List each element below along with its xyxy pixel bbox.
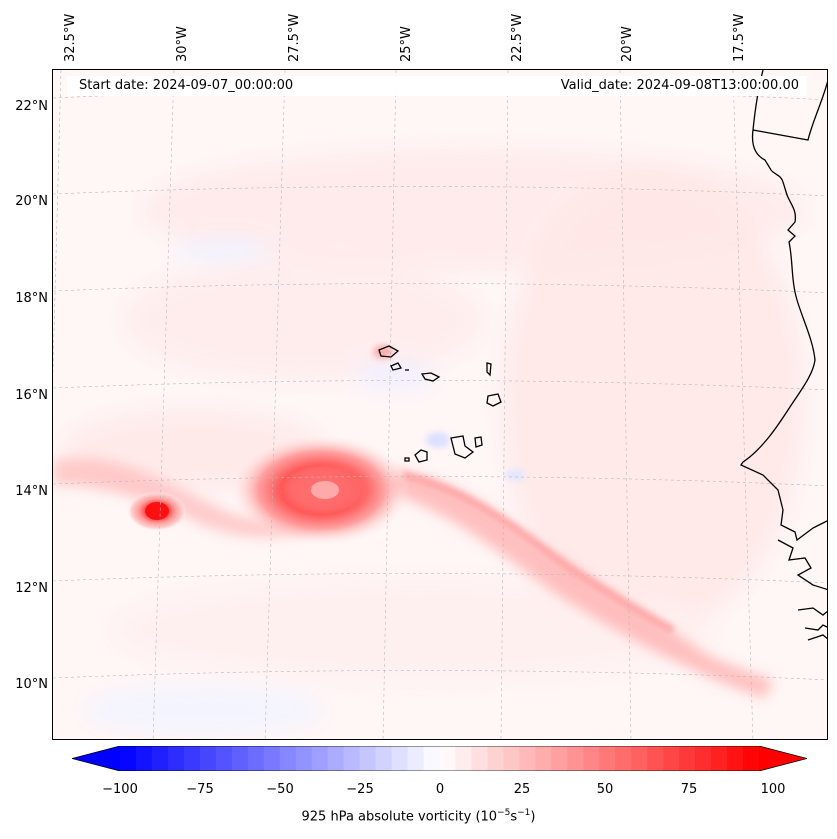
- colorbar-cells: [120, 746, 760, 771]
- cbar-tick-neg25: −25: [346, 782, 374, 797]
- colorbar-cell: [215, 746, 233, 771]
- lon-tick-27-5w: 27.5°W: [287, 13, 302, 62]
- cbar-tick-neg50: −50: [266, 782, 294, 797]
- lon-tick-30w: 30°W: [175, 26, 190, 62]
- lat-tick-10n: 10°N: [15, 677, 48, 692]
- colorbar-cell: [423, 746, 441, 771]
- colorbar-cell: [615, 746, 632, 771]
- colorbar-cell: [711, 746, 728, 771]
- colorbar-cell: [231, 746, 249, 771]
- colorbar-cell: [695, 746, 712, 771]
- colorbar-cell: [327, 746, 345, 771]
- cbar-tick-0: 0: [435, 782, 445, 797]
- colorbar-cell: [247, 746, 265, 771]
- colorbar: [72, 746, 807, 771]
- colorbar-cell: [727, 746, 744, 771]
- cbar-tick-neg100: −100: [102, 782, 138, 797]
- colorbar-cell: [391, 746, 409, 771]
- colorbar-cell: [279, 746, 297, 771]
- colorbar-cell: [263, 746, 281, 771]
- colorbar-cell: [311, 746, 329, 771]
- cbar-tick-25: 25: [513, 782, 531, 797]
- colorbar-cell: [599, 746, 616, 771]
- colorbar-cell: [567, 746, 584, 771]
- lat-tick-12n: 12°N: [15, 581, 48, 596]
- map-canvas: [53, 70, 827, 739]
- cbar-tick-50: 50: [596, 782, 614, 797]
- lon-tick-17-5w: 17.5°W: [732, 13, 747, 62]
- colorbar-cell: [359, 746, 377, 771]
- colorbar-cell: [663, 746, 680, 771]
- colorbar-cell: [551, 746, 568, 771]
- colorbar-cell: [183, 746, 201, 771]
- cbar-tick-75: 75: [680, 782, 698, 797]
- colorbar-cell: [535, 746, 552, 771]
- lat-tick-22n: 22°N: [15, 99, 48, 114]
- lon-tick-20w: 20°W: [620, 26, 635, 62]
- valid-date-label: Valid_date: 2024-09-08T13:00:00.00: [560, 78, 799, 93]
- start-date-label: Start date: 2024-09-07_00:00:00: [79, 78, 294, 93]
- lat-tick-14n: 14°N: [15, 484, 48, 499]
- lon-tick-25w: 25°W: [399, 26, 414, 62]
- colorbar-cell: [519, 746, 536, 771]
- lat-tick-20n: 20°N: [15, 194, 48, 209]
- colorbar-cell: [199, 746, 217, 771]
- colorbar-cell: [583, 746, 600, 771]
- colorbar-cell: [631, 746, 648, 771]
- colorbar-cell: [647, 746, 664, 771]
- vorticity-field: [53, 70, 827, 739]
- cbar-tick-100: 100: [760, 782, 786, 797]
- header-background: [67, 76, 807, 96]
- colorbar-cell: [471, 746, 489, 771]
- colorbar-cell: [120, 746, 137, 771]
- colorbar-cell: [439, 746, 457, 771]
- colorbar-cell: [407, 746, 425, 771]
- colorbar-cell: [743, 746, 760, 771]
- colorbar-cell: [295, 746, 313, 771]
- colorbar-cell: [167, 746, 185, 771]
- colorbar-cell: [679, 746, 696, 771]
- colorbar-cell: [503, 746, 520, 771]
- lon-tick-32-5w: 32.5°W: [63, 13, 78, 62]
- colorbar-title: 925 hPa absolute vorticity (10−5s−1): [301, 808, 536, 825]
- coastline: [378, 70, 827, 641]
- colorbar-cell: [151, 746, 169, 771]
- colorbar-cell: [343, 746, 361, 771]
- lat-tick-18n: 18°N: [15, 291, 48, 306]
- lon-tick-22-5w: 22.5°W: [510, 13, 525, 62]
- colorbar-extend-low: [72, 746, 120, 771]
- lat-tick-16n: 16°N: [15, 388, 48, 403]
- colorbar-cell: [135, 746, 153, 771]
- colorbar-cell: [455, 746, 473, 771]
- cbar-tick-neg75: −75: [186, 782, 214, 797]
- colorbar-cell: [375, 746, 393, 771]
- colorbar-extend-high: [759, 746, 807, 771]
- colorbar-cell: [487, 746, 504, 771]
- vorticity-map: Start date: 2024-09-07_00:00:00 Valid_da…: [52, 69, 828, 740]
